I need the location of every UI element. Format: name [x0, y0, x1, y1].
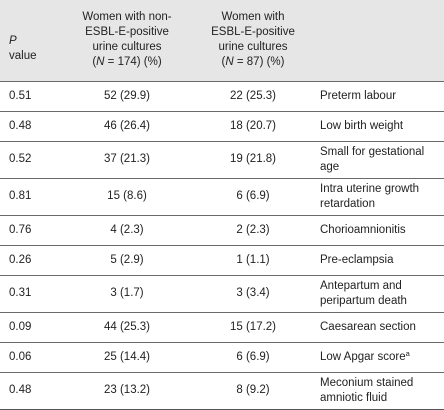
esbl-cell: 3 (3.4): [236, 287, 270, 299]
non-esbl-cell: 23 (13.2): [103, 384, 151, 396]
esbl-cell: 15 (17.2): [229, 320, 277, 333]
non-esbl-cell: 25 (14.4): [103, 350, 151, 363]
p-value-cell: 0.52: [9, 153, 32, 165]
outcome-cell: Pre-eclampsia: [320, 253, 394, 266]
p-value-cell: 0.76: [9, 223, 32, 236]
non-esbl-cell: 44 (25.3): [103, 320, 151, 333]
table-row: 0.81 15 (8.6) 6 (6.9) Intra uterine grow…: [0, 178, 444, 215]
non-esbl-cell: 37 (21.3): [103, 153, 151, 165]
non-esbl-cell: 4 (2.3): [110, 223, 144, 236]
table-row: 0.48 23 (13.2) 8 (9.2) Meconium stained a…: [0, 372, 444, 409]
non-esbl-header: Women with non- ESBL-E-positive urine cu…: [82, 11, 172, 69]
p-value-cell: 0.48: [9, 384, 32, 396]
non-esbl-cell: 15 (8.6): [107, 190, 147, 202]
esbl-cell: 6 (6.9): [236, 350, 270, 363]
p-value-cell: 0.31: [9, 287, 32, 299]
p-value-cell: 0.09: [9, 320, 32, 333]
esbl-cell: 2 (2.3): [236, 223, 270, 236]
outcome-cell: Chorioamnionitis: [320, 223, 406, 236]
table-row: 0.31 3 (1.7) 3 (3.4) Antepartum and perip…: [0, 275, 444, 312]
p-value-cell: 0.51: [9, 89, 32, 102]
table-row: 0.48 46 (26.4) 18 (20.7) Low birth weigh…: [0, 111, 444, 141]
footnote-marker: a: [405, 348, 410, 358]
p-value-cell: 0.26: [9, 253, 32, 266]
outcome-cell: Caesarean section: [320, 320, 416, 333]
table-row: 0.76 4 (2.3) 2 (2.3) Chorioamnionitis: [0, 215, 444, 245]
outcome-cell: Antepartum and peripartum death: [320, 279, 407, 307]
p-value-cell: 0.06: [9, 350, 32, 363]
p-value-cell: 0.81: [9, 190, 32, 202]
outcome-cell: Low birth weight: [320, 119, 404, 132]
table-row: 0.06 25 (14.4) 6 (6.9) Low Apgar scorea: [0, 342, 444, 372]
table-row: 0.52 37 (21.3) 19 (21.8) Small for gesta…: [0, 141, 444, 178]
non-esbl-cell: 3 (1.7): [110, 287, 144, 299]
non-esbl-cell: 46 (26.4): [103, 119, 151, 132]
outcome-cell: Intra uterine growth retardation: [320, 182, 420, 210]
esbl-cell: 18 (20.7): [229, 119, 277, 132]
table-row: 0.26 5 (2.9) 1 (1.1) Pre-eclampsia: [0, 245, 444, 275]
outcome-cell: Small for gestational age: [320, 145, 425, 173]
non-esbl-cell: 52 (29.9): [103, 89, 151, 102]
esbl-cell: 19 (21.8): [229, 153, 277, 165]
outcome-cell: Preterm labour: [320, 89, 397, 102]
esbl-cell: 22 (25.3): [229, 89, 277, 102]
outcome-cell: Meconium stained amniotic fluid: [320, 376, 414, 404]
p-value-cell: 0.48: [9, 119, 32, 132]
esbl-cell: 6 (6.9): [236, 190, 270, 202]
esbl-header: Women with ESBL-E-positive urine culture…: [211, 11, 295, 69]
table-row: 0.09 44 (25.3) 15 (17.2) Caesarean secti…: [0, 312, 444, 342]
esbl-cell: 1 (1.1): [236, 253, 270, 266]
outcome-header: [310, 0, 444, 81]
outcome-cell: Low Apgar scorea: [320, 348, 410, 363]
esbl-cell: 8 (9.2): [236, 384, 270, 396]
table-row: 0.51 52 (29.9) 22 (25.3) Preterm labour: [0, 81, 444, 111]
non-esbl-cell: 5 (2.9): [110, 253, 144, 266]
